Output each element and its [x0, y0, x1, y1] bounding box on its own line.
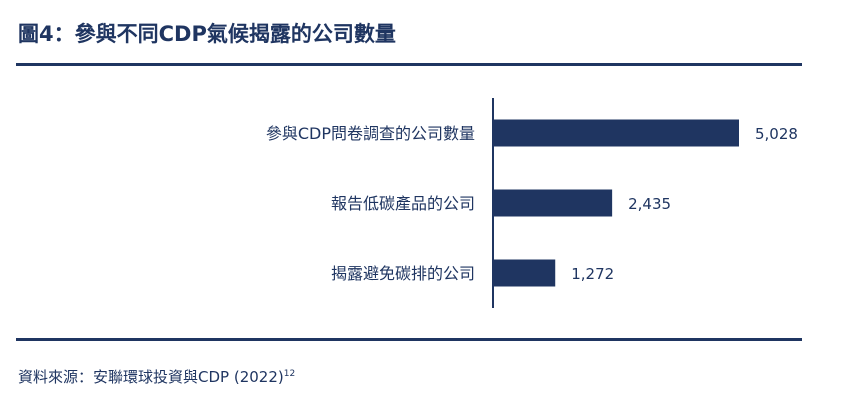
bar	[493, 259, 556, 287]
category-label: 參與CDP問卷調查的公司數量	[266, 124, 475, 143]
bar	[493, 189, 613, 217]
footnote-ref: 12	[283, 369, 296, 379]
value-label: 5,028	[755, 125, 798, 143]
category-label: 揭露避免碳排的公司	[331, 264, 475, 283]
top-divider	[16, 63, 802, 66]
bottom-divider	[16, 338, 802, 341]
bar	[493, 119, 739, 147]
value-label: 1,272	[571, 265, 614, 283]
source-note: 資料來源：安聯環球投資與CDP (2022)12	[18, 366, 295, 387]
chart-title: 圖4：參與不同CDP氣候揭露的公司數量	[18, 22, 396, 46]
source-text: 資料來源：安聯環球投資與CDP (2022)	[18, 368, 284, 386]
category-label: 報告低碳產品的公司	[331, 194, 475, 213]
value-label: 2,435	[628, 195, 671, 213]
